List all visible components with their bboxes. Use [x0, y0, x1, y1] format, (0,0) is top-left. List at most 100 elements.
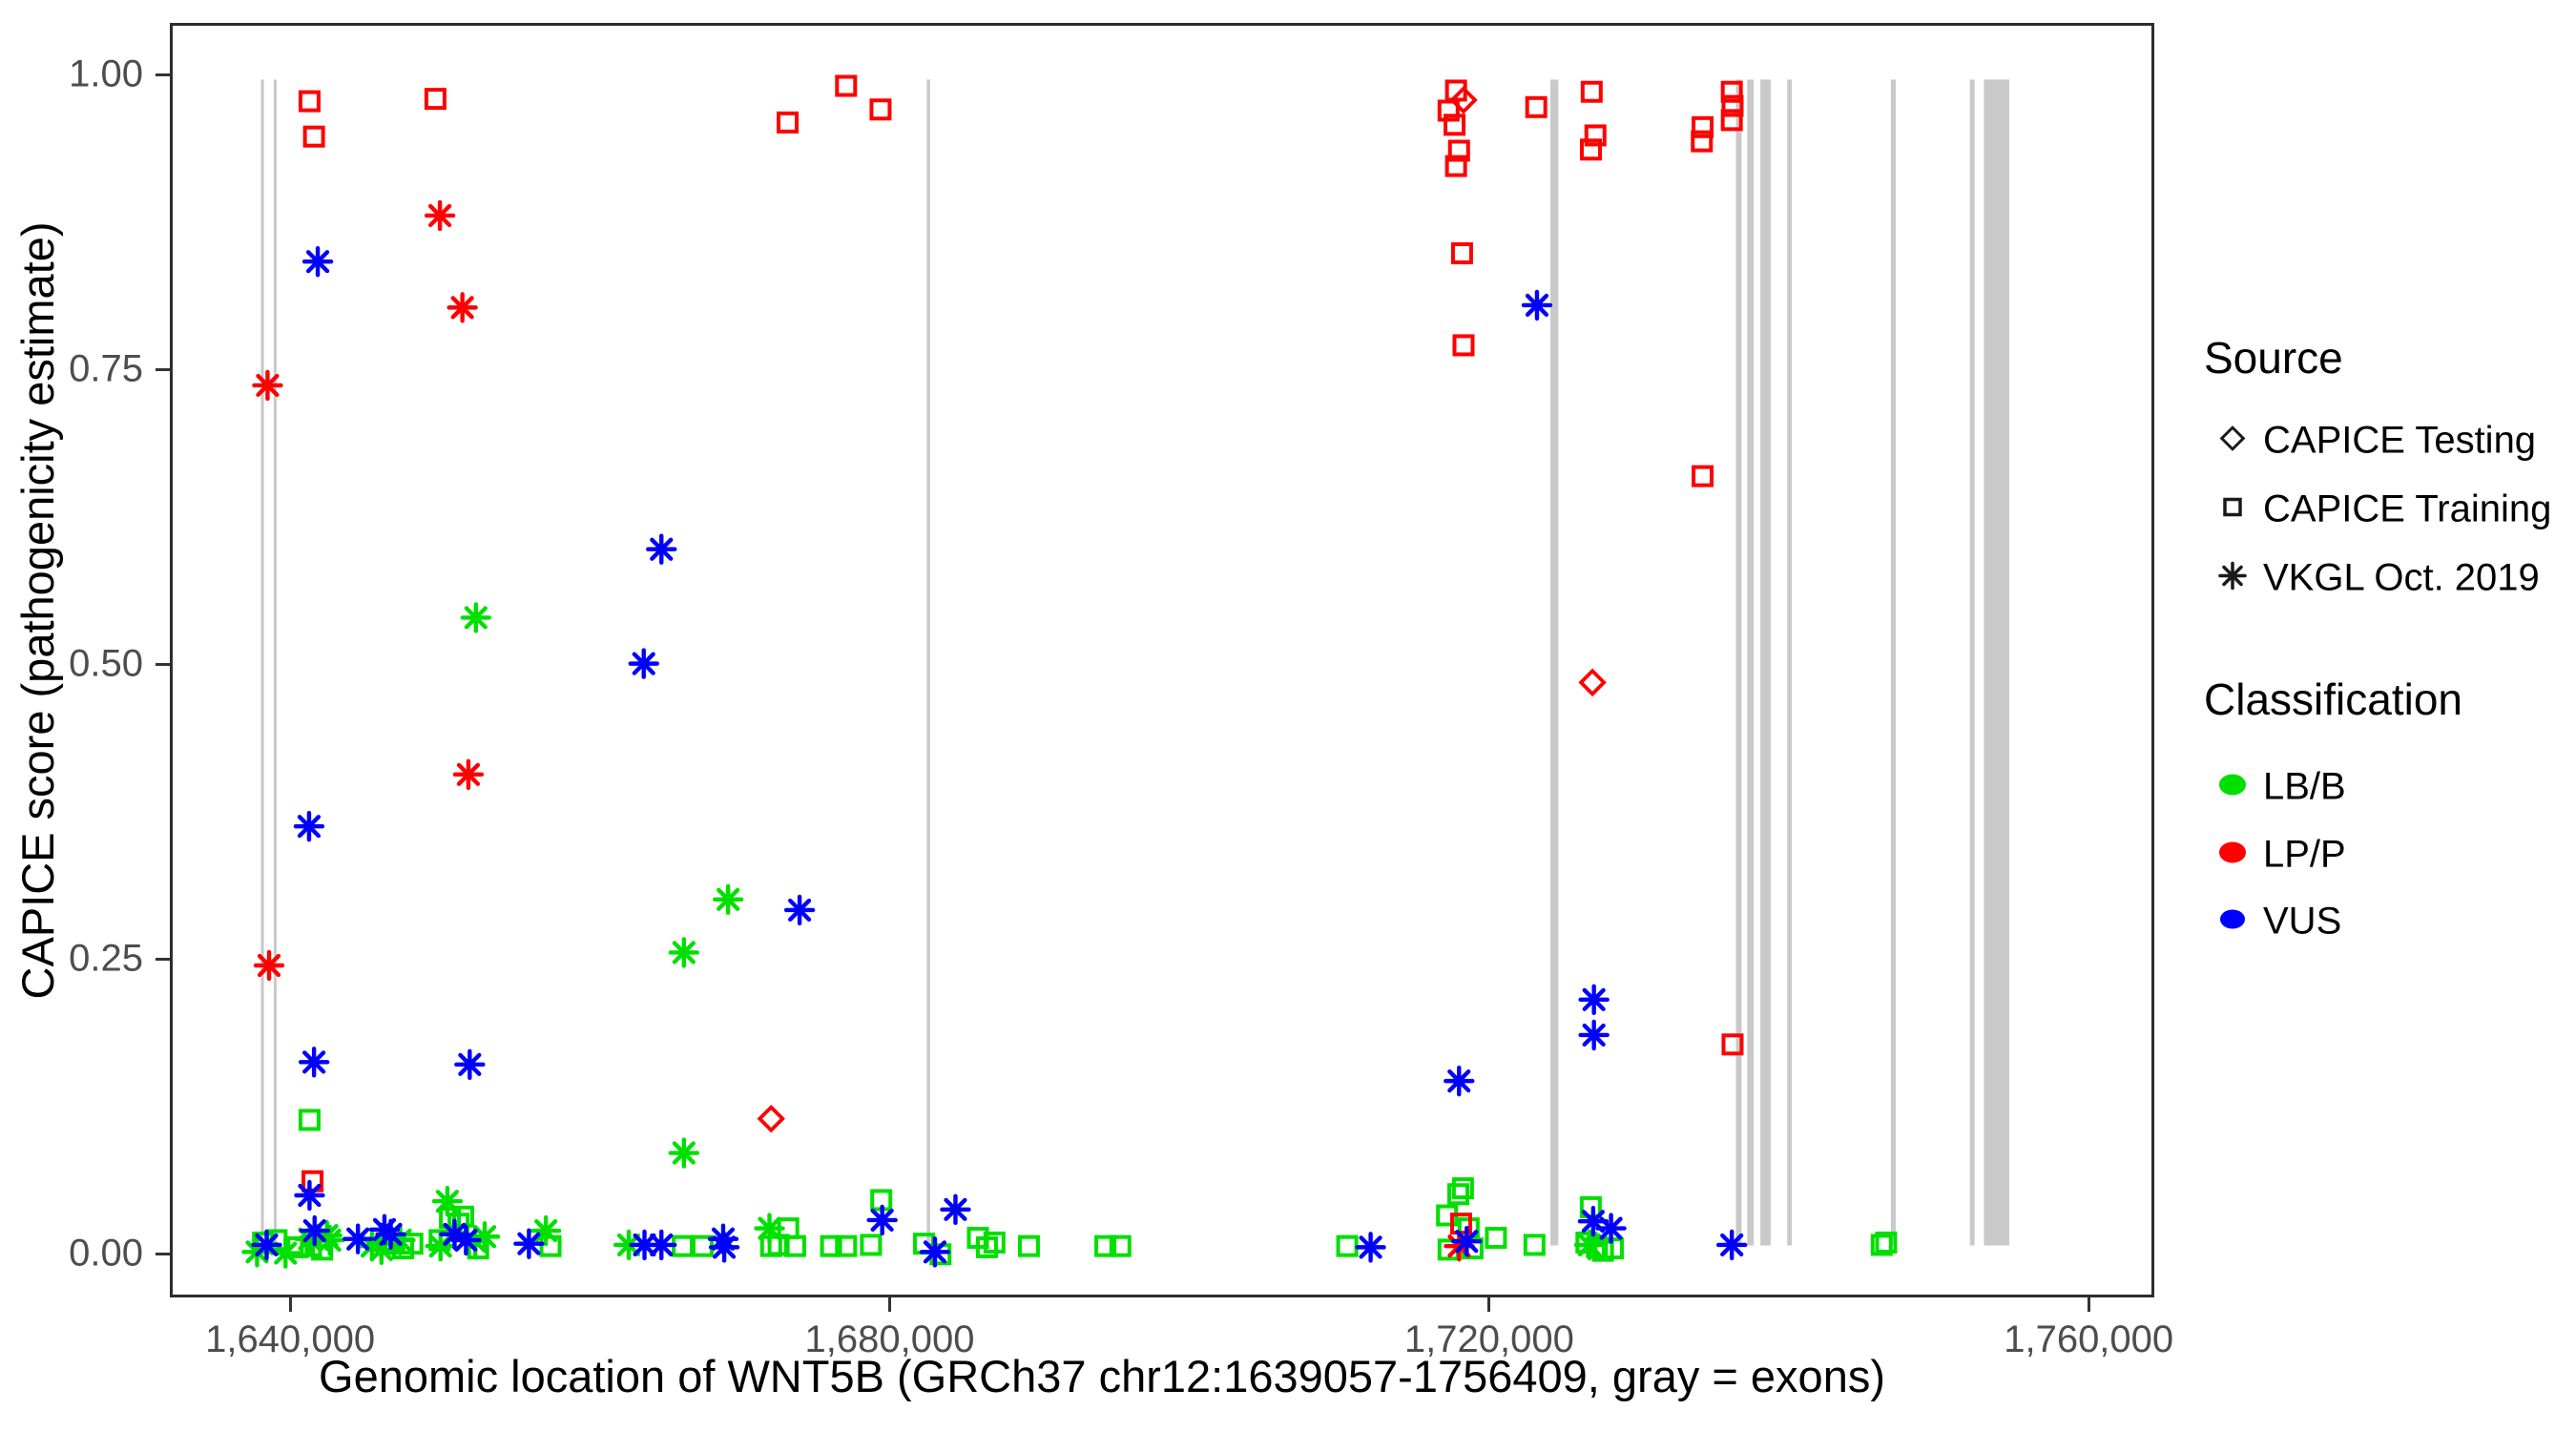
data-point	[298, 90, 321, 113]
data-point	[835, 74, 858, 97]
data-point	[253, 949, 285, 982]
y-tick-mark	[156, 367, 170, 371]
data-point	[1870, 1234, 1893, 1256]
exon-bar	[1735, 79, 1742, 1246]
x-axis-title: Genomic location of WNT5B (GRCh37 chr12:…	[319, 1351, 1885, 1401]
data-point	[1447, 139, 1470, 162]
data-point	[450, 1224, 482, 1256]
data-point	[712, 883, 744, 915]
data-point	[1715, 1229, 1748, 1261]
exon-bar	[1747, 79, 1755, 1246]
data-point	[866, 1204, 898, 1236]
exon-bar	[1984, 79, 2010, 1246]
data-point	[1451, 1226, 1483, 1257]
data-point	[1595, 1213, 1627, 1244]
data-point	[301, 245, 334, 278]
y-tick-mark	[156, 73, 170, 76]
legend-classification-title: Classification	[2204, 674, 2462, 724]
data-point	[869, 98, 892, 121]
data-point	[454, 1048, 486, 1081]
data-point	[384, 1224, 416, 1256]
data-point	[1578, 1019, 1610, 1051]
data-point	[424, 199, 456, 232]
data-point	[1875, 1231, 1898, 1254]
data-point	[757, 1104, 785, 1133]
data-point	[1444, 114, 1466, 136]
x-tick-mark	[1487, 1297, 1491, 1312]
data-point	[1578, 984, 1610, 1016]
data-point	[1444, 155, 1467, 177]
plot-area	[170, 23, 2154, 1297]
data-point	[1446, 1183, 1469, 1206]
data-point	[860, 1234, 883, 1256]
data-point	[513, 1228, 545, 1259]
legend-item-label: LB/B	[2263, 765, 2346, 808]
legend-item-label: LP/P	[2263, 833, 2346, 876]
data-point	[452, 758, 485, 790]
data-point	[646, 1229, 677, 1261]
blue-dot-icon	[2212, 899, 2254, 945]
data-point	[940, 1193, 971, 1226]
data-point	[375, 1218, 406, 1250]
data-point	[1094, 1234, 1117, 1257]
exon-bar	[926, 79, 930, 1246]
exon-bar	[1787, 79, 1793, 1246]
data-point	[424, 88, 447, 111]
y-tick-mark	[156, 957, 170, 961]
data-point	[460, 602, 491, 633]
data-point	[628, 648, 659, 679]
data-point	[299, 1214, 330, 1247]
y-tick-label: 0.50	[69, 642, 143, 685]
exon-bar	[273, 79, 277, 1246]
data-point	[1721, 1033, 1744, 1056]
x-tick-label: 1,720,000	[1403, 1318, 1574, 1360]
data-point	[1017, 1234, 1040, 1257]
data-point	[983, 1231, 1006, 1254]
data-point	[777, 111, 800, 134]
data-point	[668, 937, 700, 968]
data-point	[1437, 99, 1460, 122]
y-tick-label: 1.00	[69, 52, 143, 95]
data-point	[1691, 130, 1714, 153]
data-point	[754, 1213, 785, 1244]
data-point	[431, 1185, 464, 1217]
data-point	[1692, 465, 1714, 487]
plot-canvas	[241, 74, 2010, 1269]
data-point	[668, 1137, 700, 1169]
square-icon	[2212, 487, 2254, 533]
data-point	[468, 1221, 501, 1253]
y-tick-label: 0.25	[69, 937, 143, 980]
data-point	[294, 1179, 325, 1212]
x-tick-mark	[288, 1297, 292, 1312]
data-point	[298, 1047, 330, 1078]
data-point	[1449, 86, 1478, 114]
exon-bar	[1550, 79, 1559, 1246]
exon-bar	[1760, 79, 1771, 1246]
legend-item-label: CAPICE Testing	[2263, 419, 2537, 462]
data-point	[252, 369, 283, 402]
x-tick-label: 1,680,000	[804, 1318, 975, 1360]
data-point	[1721, 94, 1744, 117]
diamond-icon	[2212, 418, 2254, 465]
green-dot-icon	[2212, 764, 2254, 811]
data-point	[1525, 95, 1548, 118]
legend-source-title: Source	[2204, 333, 2343, 383]
x-tick-mark	[887, 1297, 891, 1312]
y-tick-mark	[156, 1252, 170, 1255]
data-point	[1450, 242, 1473, 265]
data-point	[708, 1232, 740, 1263]
y-tick-label: 0.75	[69, 347, 143, 390]
data-point	[1451, 1177, 1474, 1200]
data-point	[530, 1214, 562, 1247]
data-point	[1692, 115, 1714, 138]
exon-bar	[1969, 79, 1975, 1246]
data-point	[425, 1230, 456, 1262]
exon-bar	[1890, 79, 1896, 1246]
data-point	[1720, 109, 1743, 132]
data-point	[1109, 1234, 1132, 1257]
exon-bar	[260, 79, 264, 1246]
data-point	[1584, 124, 1607, 147]
data-point	[1355, 1232, 1386, 1263]
data-point	[1580, 80, 1603, 103]
data-point	[783, 894, 816, 926]
